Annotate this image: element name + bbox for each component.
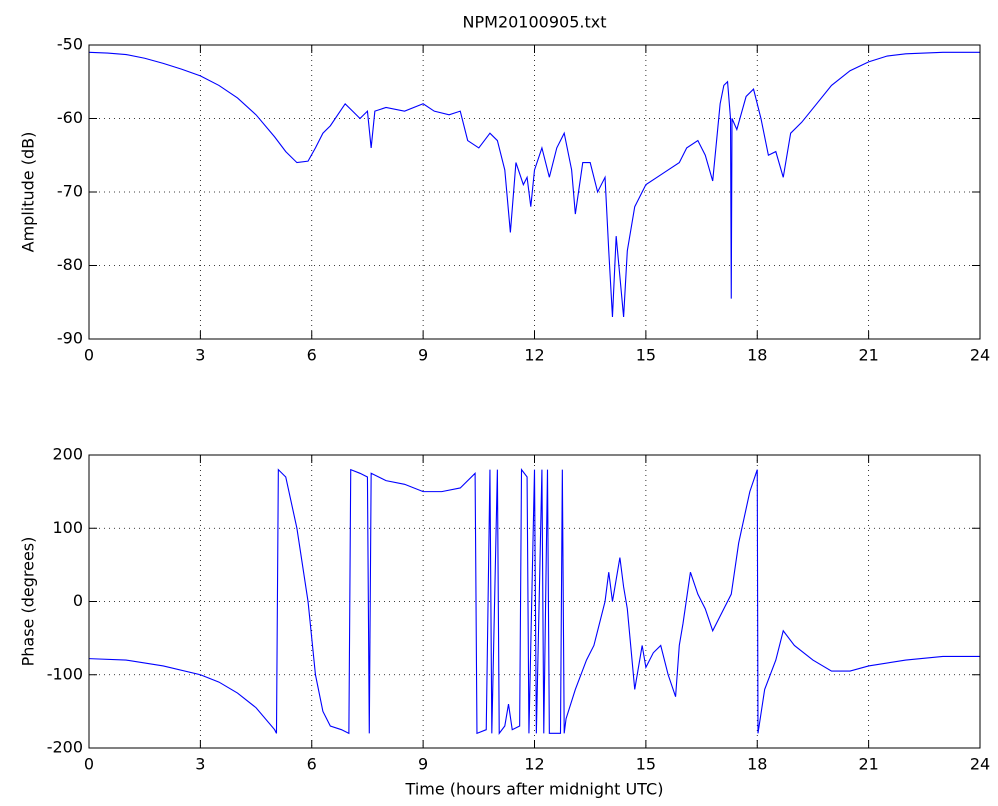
data-line: [88, 468, 980, 735]
y-axis-label: Phase (degrees): [19, 537, 38, 667]
y-tick-label: -70: [57, 182, 83, 201]
x-tick-label: 0: [84, 346, 94, 365]
plot-frame: [88, 454, 981, 749]
y-tick-label: -90: [57, 329, 83, 348]
x-tick-label: 12: [524, 755, 544, 774]
y-axis-label: Amplitude (dB): [19, 132, 38, 253]
y-tick-label: 200: [52, 445, 83, 464]
x-tick-label: 3: [195, 346, 205, 365]
x-tick-label: 0: [84, 755, 94, 774]
data-line: [88, 51, 980, 318]
plot-frame: [88, 44, 981, 340]
x-tick-label: 12: [524, 346, 544, 365]
x-tick-label: 9: [418, 755, 428, 774]
x-tick-label: 15: [636, 346, 656, 365]
y-tick-label: -50: [57, 35, 83, 54]
x-tick-label: 21: [858, 346, 878, 365]
y-tick-label: -60: [57, 108, 83, 127]
y-tick-label: -200: [47, 738, 83, 757]
x-tick-label: 18: [747, 755, 767, 774]
x-tick-label: 6: [307, 346, 317, 365]
chart-title: NPM20100905.txt: [463, 13, 607, 32]
x-tick-label: 18: [747, 346, 767, 365]
y-tick-label: -80: [57, 255, 83, 274]
x-tick-label: 21: [858, 755, 878, 774]
x-axis-label: Time (hours after midnight UTC): [405, 780, 664, 799]
y-tick-label: 100: [52, 518, 83, 537]
x-tick-label: 3: [195, 755, 205, 774]
y-tick-label: 0: [73, 591, 83, 610]
x-tick-label: 24: [970, 346, 990, 365]
x-tick-label: 15: [636, 755, 656, 774]
x-tick-label: 24: [970, 755, 990, 774]
x-tick-label: 9: [418, 346, 428, 365]
x-tick-label: 6: [307, 755, 317, 774]
y-tick-label: -100: [47, 664, 83, 683]
